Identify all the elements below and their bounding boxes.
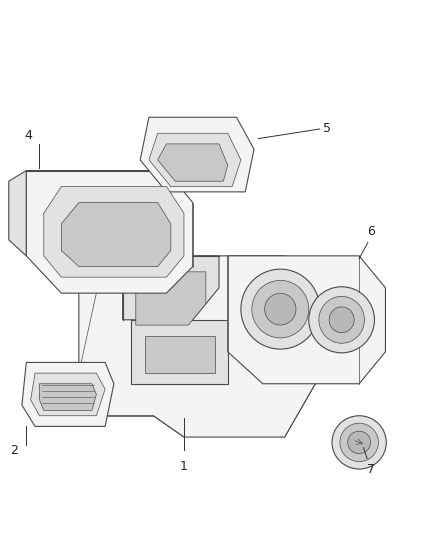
Polygon shape <box>9 171 26 256</box>
Polygon shape <box>22 362 114 426</box>
Polygon shape <box>39 384 96 410</box>
Polygon shape <box>136 272 206 325</box>
Ellipse shape <box>241 269 320 349</box>
Ellipse shape <box>265 293 296 325</box>
Text: 1: 1 <box>180 460 188 473</box>
Text: 5: 5 <box>323 123 331 135</box>
Polygon shape <box>131 320 228 384</box>
Text: 7: 7 <box>367 463 375 475</box>
Polygon shape <box>123 256 219 320</box>
Ellipse shape <box>329 307 354 333</box>
Ellipse shape <box>332 416 386 469</box>
Ellipse shape <box>348 431 371 454</box>
Polygon shape <box>44 187 184 277</box>
Polygon shape <box>149 133 241 187</box>
Ellipse shape <box>340 423 378 462</box>
Polygon shape <box>228 256 385 384</box>
Polygon shape <box>26 171 193 293</box>
Text: 2: 2 <box>10 444 18 457</box>
Ellipse shape <box>309 287 374 353</box>
Text: 4: 4 <box>25 130 32 142</box>
Polygon shape <box>61 203 171 266</box>
Polygon shape <box>31 373 105 416</box>
Ellipse shape <box>319 296 364 343</box>
Polygon shape <box>79 256 315 437</box>
Polygon shape <box>145 336 215 373</box>
Ellipse shape <box>252 280 309 338</box>
Polygon shape <box>140 117 254 192</box>
Polygon shape <box>158 144 228 181</box>
Text: 6: 6 <box>367 225 375 238</box>
